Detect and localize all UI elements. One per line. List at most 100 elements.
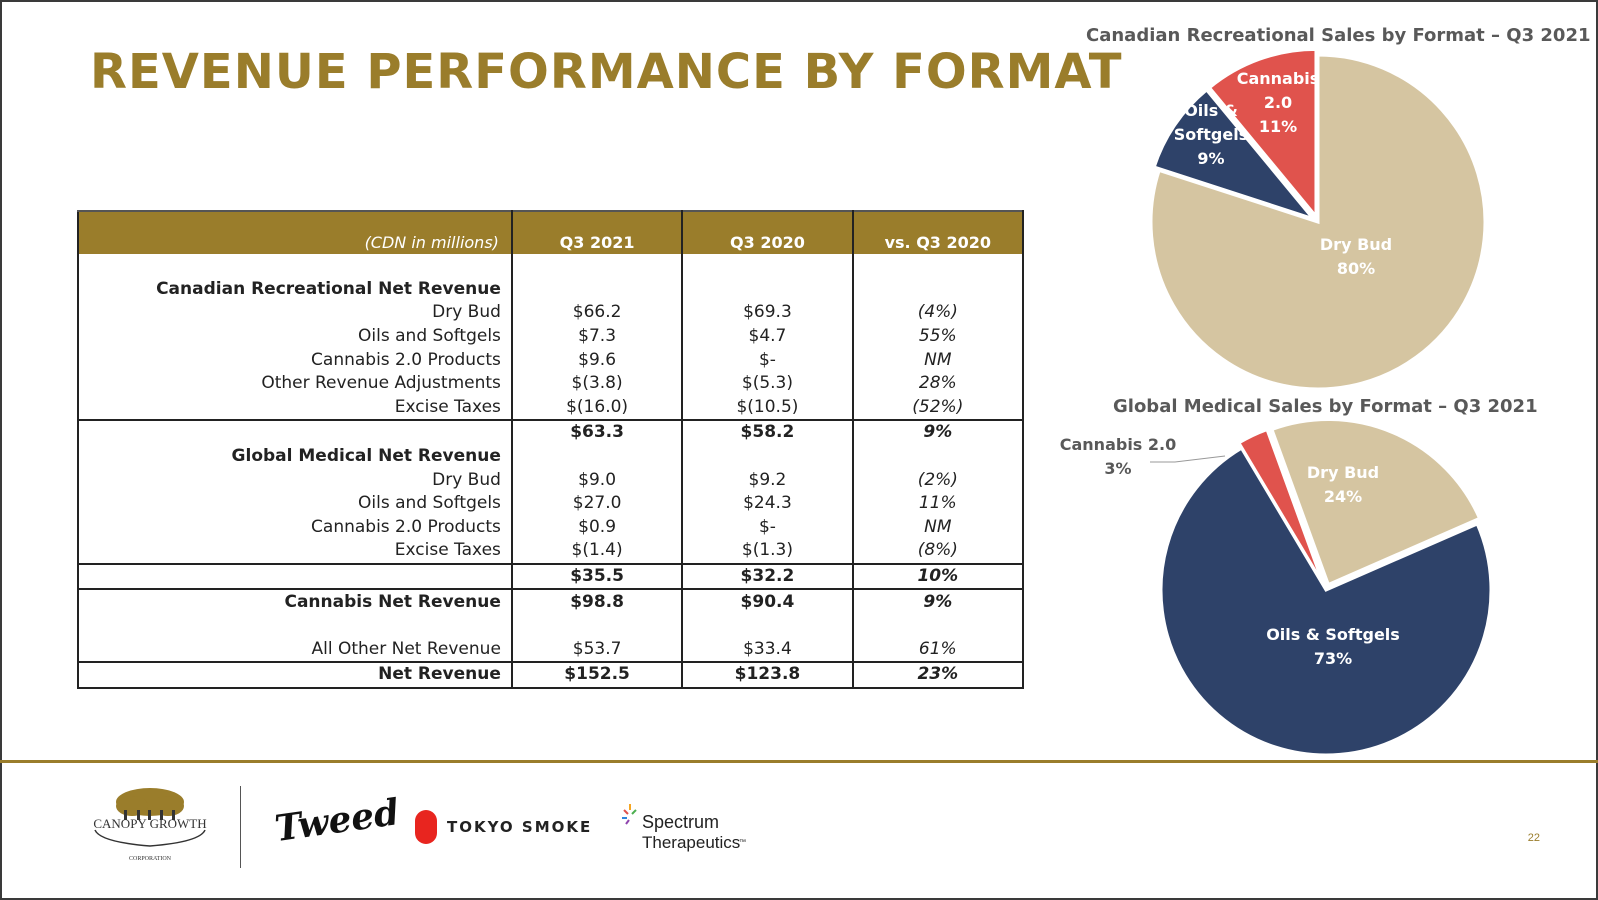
table-row: $35.5 $32.2 10% bbox=[77, 562, 1025, 590]
row-label: All Other Net Revenue bbox=[77, 637, 513, 663]
canopy-growth-logo: CANOPY GROWTH CORPORATION bbox=[93, 788, 207, 862]
cell-q3-2021: $9.0 bbox=[510, 468, 684, 492]
spectrum-logo: Spectrum Therapeutics ™ bbox=[622, 804, 746, 852]
table-row: Oils and Softgels $7.3 $4.7 55% bbox=[77, 324, 1025, 349]
brand-logos: CANOPY GROWTH CORPORATION Tweed TOKYO SM… bbox=[93, 788, 746, 862]
table-row: Cannabis 2.0 Products $9.6 $- NM bbox=[77, 348, 1025, 372]
pie-slice-dry-bud bbox=[1270, 418, 1482, 587]
header-q3-2021: Q3 2021 bbox=[510, 210, 684, 254]
spectrum-line2: Therapeutics bbox=[642, 833, 740, 852]
cell-q3-2020: $(10.5) bbox=[681, 395, 854, 421]
pie-label: Oils & Softgels 73% bbox=[1266, 625, 1400, 668]
cell-q3-2021 bbox=[510, 613, 684, 638]
cell-vs-q3-2020: 9% bbox=[851, 419, 1025, 445]
tokyo-smoke-logo: TOKYO SMOKE bbox=[415, 810, 590, 844]
table-header-row: (CDN in millions) Q3 2021 Q3 2020 vs. Q3… bbox=[77, 210, 1025, 254]
logo-divider bbox=[240, 786, 241, 868]
row-label: Other Revenue Adjustments bbox=[77, 371, 513, 396]
cell-vs-q3-2020 bbox=[851, 613, 1025, 638]
table-row: All Other Net Revenue $53.7 $33.4 61% bbox=[77, 637, 1025, 663]
cell-q3-2021: $53.7 bbox=[510, 637, 684, 663]
spectrum-line1: Spectrum bbox=[642, 812, 719, 832]
pie-label: Dry Bud 24% bbox=[1307, 463, 1379, 506]
table-row: Cannabis 2.0 Products $0.9 $- NM bbox=[77, 515, 1025, 540]
cell-q3-2021: $9.6 bbox=[510, 348, 684, 372]
chart-title-global-medical: Global Medical Sales by Format – Q3 2021 bbox=[1113, 396, 1538, 417]
header-units: (CDN in millions) bbox=[77, 210, 513, 254]
table-row: Cannabis Net Revenue $98.8 $90.4 9% bbox=[77, 588, 1025, 614]
cell-vs-q3-2020: 9% bbox=[851, 588, 1025, 614]
row-label: Oils and Softgels bbox=[77, 324, 513, 349]
row-label: Oils and Softgels bbox=[77, 491, 513, 516]
chart-title-canadian-rec: Canadian Recreational Sales by Format – … bbox=[1086, 25, 1591, 46]
pie-label: Cannabis 2.0 11% bbox=[1237, 69, 1320, 136]
cell-vs-q3-2020: (4%) bbox=[851, 301, 1025, 325]
cell-vs-q3-2020: 23% bbox=[851, 661, 1025, 689]
cell-q3-2020: $69.3 bbox=[681, 301, 854, 325]
cell-q3-2020: $123.8 bbox=[681, 661, 854, 689]
table-row: Oils and Softgels $27.0 $24.3 11% bbox=[77, 491, 1025, 516]
cell-vs-q3-2020: (52%) bbox=[851, 395, 1025, 421]
header-vs-q3-2020: vs. Q3 2020 bbox=[851, 210, 1025, 254]
row-label: Net Revenue bbox=[77, 661, 513, 689]
pie-slice-oils-softgels bbox=[1159, 446, 1493, 757]
cell-q3-2020: $(5.3) bbox=[681, 371, 854, 396]
row-label bbox=[77, 613, 513, 638]
cell-q3-2021: $66.2 bbox=[510, 301, 684, 325]
row-label bbox=[77, 562, 513, 590]
cell-q3-2021: $(16.0) bbox=[510, 395, 684, 421]
table-row bbox=[77, 254, 1025, 278]
row-label bbox=[77, 254, 513, 278]
pie-charts: Dry Bud 80% Oils & Softgels 9%Cannabis 2.0 11%… bbox=[1060, 47, 1493, 757]
cell-vs-q3-2020 bbox=[851, 254, 1025, 278]
cell-vs-q3-2020 bbox=[851, 277, 1025, 302]
cell-q3-2021: $0.9 bbox=[510, 515, 684, 540]
slide-title: REVENUE PERFORMANCE BY FORMAT bbox=[90, 44, 1123, 100]
table-row: $63.3 $58.2 9% bbox=[77, 419, 1025, 445]
row-label: Dry Bud bbox=[77, 301, 513, 325]
pie-label: Cannabis 2.0 3% bbox=[1060, 435, 1177, 478]
page-number: 22 bbox=[1527, 832, 1540, 844]
cell-q3-2021: $152.5 bbox=[510, 661, 684, 689]
row-label: Canadian Recreational Net Revenue bbox=[77, 277, 513, 302]
pie-slice-dry-bud bbox=[1149, 53, 1487, 391]
header-q3-2020: Q3 2020 bbox=[681, 210, 854, 254]
cell-q3-2020 bbox=[681, 444, 854, 469]
spectrum-tm: ™ bbox=[739, 839, 746, 846]
cell-q3-2021: $63.3 bbox=[510, 419, 684, 445]
cell-vs-q3-2020: NM bbox=[851, 348, 1025, 372]
cell-q3-2020: $4.7 bbox=[681, 324, 854, 349]
row-label: Excise Taxes bbox=[77, 395, 513, 421]
cell-q3-2020: $32.2 bbox=[681, 562, 854, 590]
cell-q3-2021 bbox=[510, 277, 684, 302]
cell-q3-2021: $98.8 bbox=[510, 588, 684, 614]
leader-line bbox=[1150, 455, 1226, 463]
table-row: Dry Bud $9.0 $9.2 (2%) bbox=[77, 468, 1025, 492]
cell-q3-2020: $90.4 bbox=[681, 588, 854, 614]
cell-q3-2020: $9.2 bbox=[681, 468, 854, 492]
cell-q3-2020: $24.3 bbox=[681, 491, 854, 516]
footer-logos: CANOPY GROWTH CORPORATION Tweed TOKYO SM… bbox=[0, 780, 1598, 890]
cell-q3-2021 bbox=[510, 444, 684, 469]
cell-q3-2020: $- bbox=[681, 515, 854, 540]
cell-vs-q3-2020: 11% bbox=[851, 491, 1025, 516]
cell-q3-2021: $35.5 bbox=[510, 562, 684, 590]
cell-q3-2020: $- bbox=[681, 348, 854, 372]
row-label: Cannabis 2.0 Products bbox=[77, 348, 513, 372]
row-label: Dry Bud bbox=[77, 468, 513, 492]
cell-vs-q3-2020: 10% bbox=[851, 562, 1025, 590]
cell-vs-q3-2020: 61% bbox=[851, 637, 1025, 663]
table-row: Global Medical Net Revenue bbox=[77, 444, 1025, 469]
table-row: Dry Bud $66.2 $69.3 (4%) bbox=[77, 301, 1025, 325]
cell-q3-2021 bbox=[510, 254, 684, 278]
revenue-table: (CDN in millions) Q3 2021 Q3 2020 vs. Q3… bbox=[77, 210, 1025, 689]
table-row: Excise Taxes $(1.4) $(1.3) (8%) bbox=[77, 539, 1025, 564]
cell-q3-2020: $58.2 bbox=[681, 419, 854, 445]
row-label: Cannabis 2.0 Products bbox=[77, 515, 513, 540]
cell-q3-2020: $33.4 bbox=[681, 637, 854, 663]
table-row: Other Revenue Adjustments $(3.8) $(5.3) 28% bbox=[77, 371, 1025, 396]
footer-divider bbox=[0, 760, 1598, 763]
pie-slice-oils-softgels bbox=[1152, 87, 1318, 222]
cell-vs-q3-2020: 55% bbox=[851, 324, 1025, 349]
